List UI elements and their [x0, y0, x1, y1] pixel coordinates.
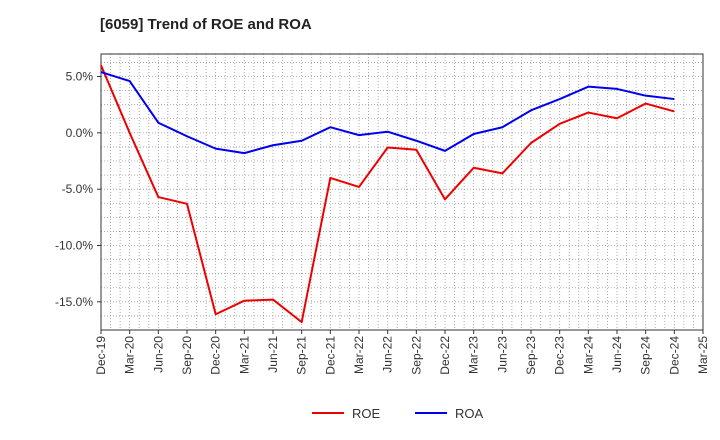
x-tick-label: Jun-23	[495, 336, 509, 373]
y-tick-label: 0.0%	[66, 126, 94, 140]
x-tick-label: Mar-20	[123, 336, 137, 374]
x-tick-label: Mar-22	[352, 336, 366, 374]
series-line-roa	[100, 71, 675, 155]
x-tick-label: Mar-24	[581, 336, 595, 374]
x-tick-label: Dec-24	[667, 336, 681, 375]
x-tick-label: Mar-25	[696, 336, 710, 374]
x-tick-label: Jun-21	[266, 336, 280, 373]
x-tick-label: Jun-24	[610, 336, 624, 373]
x-tick-label: Dec-20	[209, 336, 223, 375]
x-tick-label: Mar-21	[237, 336, 251, 374]
x-tick-label: Dec-23	[553, 336, 567, 375]
x-tick-label: Dec-21	[323, 336, 337, 375]
x-tick-label: Dec-19	[94, 336, 108, 375]
x-tick-label: Sep-21	[295, 336, 309, 375]
x-tick-label: Mar-23	[467, 336, 481, 374]
y-tick-label: -5.0%	[62, 182, 94, 196]
legend-label-roa: ROA	[455, 406, 484, 421]
chart-title: [6059] Trend of ROE and ROA	[100, 16, 312, 33]
x-tick-label: Jun-20	[151, 336, 165, 373]
y-tick-label: -15.0%	[55, 295, 93, 309]
x-tick-label: Jun-22	[381, 336, 395, 373]
x-tick-label: Sep-23	[524, 336, 538, 375]
plot-area	[101, 54, 703, 330]
y-tick-label: 5.0%	[66, 70, 94, 84]
x-tick-label: Sep-20	[180, 336, 194, 375]
x-tick-label: Sep-24	[639, 336, 653, 375]
legend-label-roe: ROE	[352, 406, 381, 421]
x-tick-label: Dec-22	[438, 336, 452, 375]
series-line-roe	[100, 64, 675, 324]
x-tick-label: Sep-22	[409, 336, 423, 375]
plot-border	[100, 53, 704, 331]
y-tick-label: -10.0%	[55, 239, 93, 253]
